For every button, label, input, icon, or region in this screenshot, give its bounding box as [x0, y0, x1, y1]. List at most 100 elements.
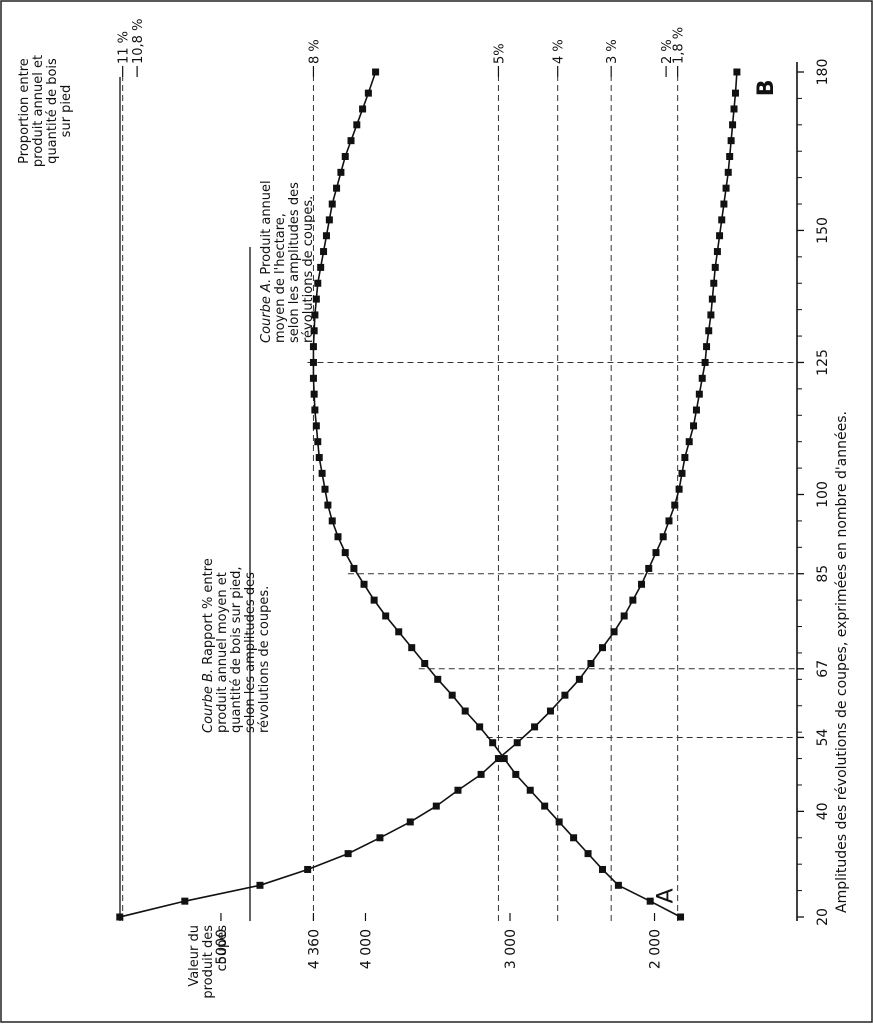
- series-line-A: [312, 71, 681, 918]
- data-point-B: [727, 137, 735, 145]
- data-point-A: [570, 834, 578, 842]
- data-point-B: [477, 770, 485, 778]
- right-axis-title-line: Proportion entre: [17, 58, 32, 164]
- data-point-B: [685, 438, 693, 446]
- data-point-B: [116, 913, 124, 921]
- data-point-A: [315, 454, 323, 462]
- data-point-A: [328, 200, 336, 208]
- data-point-A: [322, 232, 330, 240]
- data-point-B: [707, 311, 715, 319]
- data-point-A: [328, 517, 336, 525]
- data-point-B: [587, 660, 595, 667]
- left-axis-title-line: Valeur du: [187, 925, 202, 987]
- data-point-B: [638, 580, 646, 588]
- data-point-B: [718, 216, 726, 224]
- data-point-B: [711, 263, 719, 271]
- data-point-A: [382, 612, 390, 620]
- data-point-A: [421, 660, 429, 667]
- data-point-A: [309, 358, 317, 366]
- series-line-B: [119, 71, 738, 918]
- data-point-A: [311, 311, 319, 319]
- curve-annotation-line: Produit annuel: [259, 180, 274, 278]
- data-point-A: [434, 675, 442, 683]
- data-point-B: [722, 184, 730, 192]
- curve-annotation-line: produit annuel moyen et: [215, 572, 230, 733]
- curve-annotation-italic: Courbe B.: [201, 669, 216, 733]
- curve-annotation-B: Courbe B. Rapport % entreproduit annuel …: [201, 558, 272, 733]
- data-point-A: [334, 533, 342, 541]
- data-point-A: [312, 295, 320, 303]
- data-point-A: [317, 263, 325, 271]
- x-tick-label: 20: [815, 908, 831, 926]
- data-point-A: [321, 485, 329, 493]
- data-point-B: [610, 628, 618, 636]
- data-point-A: [555, 818, 563, 826]
- data-point-B: [678, 469, 686, 477]
- data-point-B: [726, 153, 734, 160]
- data-point-A: [370, 596, 378, 604]
- data-point-B: [724, 168, 732, 176]
- data-point-A: [314, 438, 322, 446]
- data-point-B: [599, 644, 607, 652]
- axes: [119, 62, 804, 921]
- data-point-A: [541, 802, 549, 810]
- data-point-B: [716, 232, 724, 240]
- data-point-A: [599, 865, 607, 873]
- data-point-A: [395, 628, 403, 636]
- data-point-B: [256, 881, 264, 889]
- data-point-B: [733, 68, 741, 76]
- data-point-A: [312, 422, 320, 430]
- right-axis-tick-label: 2 %: [660, 39, 675, 64]
- curve-annotation-line: révolutions de coupes.: [301, 196, 316, 343]
- data-point-B: [659, 533, 667, 541]
- data-point-A: [311, 406, 319, 414]
- data-point-A: [310, 327, 318, 335]
- data-point-B: [701, 358, 709, 366]
- data-point-A: [309, 374, 317, 382]
- data-point-B: [698, 374, 706, 382]
- curve-annotation-line: selon les amplitudes des: [243, 572, 258, 733]
- data-point-A: [337, 168, 345, 176]
- x-tick-label: 85: [815, 565, 831, 583]
- data-point-A: [448, 691, 456, 699]
- right-axis-tick-label: 3 %: [605, 39, 620, 64]
- right-axis-title-line: quantité de bois: [45, 58, 60, 164]
- curve-annotation-line: selon les amplitudes des: [287, 182, 302, 343]
- data-point-B: [705, 327, 713, 335]
- x-tick-label: 40: [815, 802, 831, 820]
- data-point-A: [359, 105, 367, 113]
- left-axis-tick-label: 3 000: [503, 929, 519, 969]
- right-axis-tick-label: 5%: [492, 43, 507, 64]
- data-point-A: [512, 770, 520, 778]
- data-point-A: [310, 390, 318, 398]
- data-point-A: [646, 897, 654, 905]
- data-point-A: [408, 644, 416, 652]
- data-point-B: [708, 295, 716, 303]
- x-tick-label: 150: [815, 217, 831, 244]
- data-point-A: [614, 881, 622, 889]
- data-point-B: [730, 105, 738, 113]
- data-point-A: [584, 850, 592, 858]
- data-point-A: [500, 755, 508, 763]
- curve-marker-B: B: [754, 79, 779, 96]
- x-tick-label: 54: [815, 728, 831, 746]
- data-point-B: [731, 89, 739, 97]
- right-axis-tick-label: 4 %: [552, 39, 567, 64]
- data-point-B: [432, 802, 440, 810]
- curve-annotation-line: révolutions de coupes.: [257, 586, 272, 733]
- data-point-A: [318, 469, 326, 477]
- x-tick-label: 67: [815, 660, 831, 678]
- curve-marker-A: A: [654, 888, 679, 903]
- data-point-B: [710, 279, 718, 287]
- data-point-B: [406, 818, 414, 826]
- data-point-B: [629, 596, 637, 604]
- left-axis-tick-label: 5000: [214, 929, 230, 965]
- data-point-B: [692, 406, 700, 414]
- data-point-A: [341, 549, 349, 557]
- left-axis-title-line: produit des: [201, 925, 216, 999]
- data-point-B: [561, 691, 569, 699]
- data-point-A: [364, 89, 372, 97]
- curve-annotation-line: moyen de l'hectare,: [273, 213, 288, 343]
